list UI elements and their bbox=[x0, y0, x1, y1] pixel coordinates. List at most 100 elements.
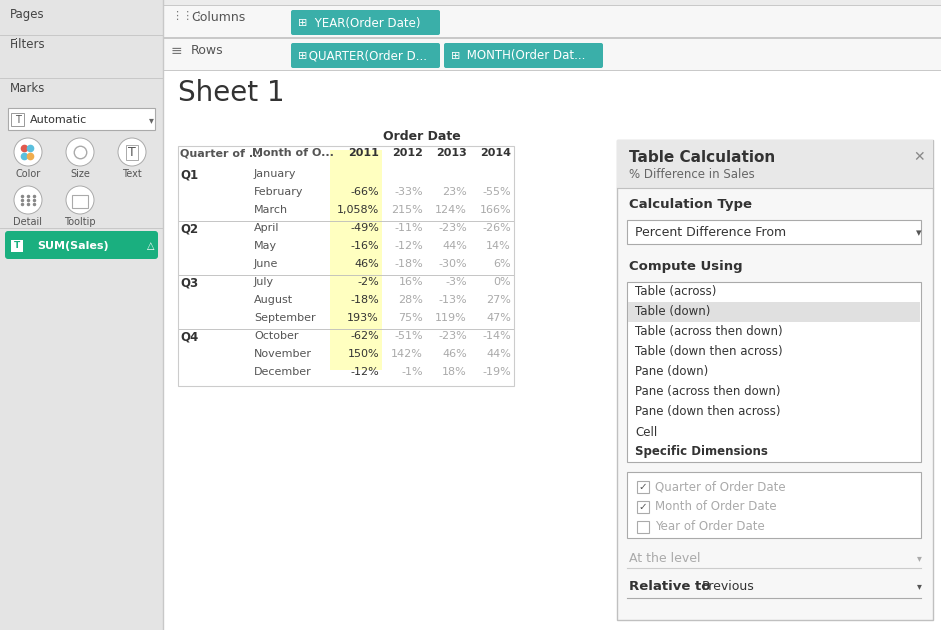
Bar bbox=[163, 38, 941, 70]
Text: -30%: -30% bbox=[439, 259, 467, 269]
Text: -33%: -33% bbox=[394, 187, 423, 197]
Text: Automatic: Automatic bbox=[30, 115, 88, 125]
FancyBboxPatch shape bbox=[444, 43, 603, 68]
Text: 46%: 46% bbox=[442, 349, 467, 359]
Bar bbox=[8, 108, 155, 130]
Text: Pages: Pages bbox=[10, 8, 44, 21]
Text: 16%: 16% bbox=[398, 277, 423, 287]
Text: 23%: 23% bbox=[442, 187, 467, 197]
Text: QUARTER(Order D...: QUARTER(Order D... bbox=[305, 50, 427, 62]
Text: -23%: -23% bbox=[439, 223, 467, 233]
Bar bbox=[163, 71, 941, 630]
Circle shape bbox=[66, 186, 94, 214]
Text: -62%: -62% bbox=[350, 331, 379, 341]
Text: December: December bbox=[254, 367, 311, 377]
Text: ✓: ✓ bbox=[639, 482, 647, 492]
Text: Specific Dimensions: Specific Dimensions bbox=[635, 445, 768, 459]
Text: Color: Color bbox=[15, 169, 40, 179]
Bar bbox=[330, 150, 382, 370]
Text: 28%: 28% bbox=[398, 295, 423, 305]
Text: 124%: 124% bbox=[435, 205, 467, 215]
Text: Pane (down then across): Pane (down then across) bbox=[635, 406, 780, 418]
Text: Detail: Detail bbox=[13, 217, 42, 227]
Text: 75%: 75% bbox=[398, 313, 423, 323]
Text: 47%: 47% bbox=[486, 313, 511, 323]
Text: Size: Size bbox=[70, 169, 90, 179]
Text: 2013: 2013 bbox=[437, 148, 467, 158]
Text: Month of O...: Month of O... bbox=[252, 148, 334, 158]
Text: Calculation Type: Calculation Type bbox=[629, 198, 752, 211]
Text: -1%: -1% bbox=[402, 367, 423, 377]
Text: Q2: Q2 bbox=[180, 223, 199, 236]
Text: Tooltip: Tooltip bbox=[64, 217, 96, 227]
Text: June: June bbox=[254, 259, 279, 269]
Text: Pane (across then down): Pane (across then down) bbox=[635, 386, 780, 399]
Text: ⊞: ⊞ bbox=[298, 51, 308, 61]
Text: -23%: -23% bbox=[439, 331, 467, 341]
Text: 2014: 2014 bbox=[480, 148, 511, 158]
Text: Quarter of ...: Quarter of ... bbox=[180, 148, 262, 158]
Text: △: △ bbox=[147, 241, 154, 251]
Text: 27%: 27% bbox=[486, 295, 511, 305]
Text: August: August bbox=[254, 295, 294, 305]
Text: ⋮⋮⋮: ⋮⋮⋮ bbox=[171, 11, 204, 21]
Text: Q4: Q4 bbox=[180, 331, 199, 344]
Bar bbox=[163, 5, 941, 37]
Circle shape bbox=[14, 186, 42, 214]
Text: Rows: Rows bbox=[191, 44, 224, 57]
Bar bbox=[11, 240, 23, 252]
Bar bbox=[0, 0, 163, 630]
Bar bbox=[627, 282, 921, 462]
Text: T: T bbox=[14, 241, 20, 251]
Text: -26%: -26% bbox=[482, 223, 511, 233]
Text: -51%: -51% bbox=[394, 331, 423, 341]
Text: -13%: -13% bbox=[439, 295, 467, 305]
Text: July: July bbox=[254, 277, 274, 287]
Text: September: September bbox=[254, 313, 315, 323]
Text: ⊞: ⊞ bbox=[298, 18, 308, 28]
Bar bbox=[617, 140, 933, 620]
Text: Table Calculation: Table Calculation bbox=[629, 150, 775, 165]
Text: ✕: ✕ bbox=[913, 150, 925, 164]
Text: -49%: -49% bbox=[350, 223, 379, 233]
Bar bbox=[637, 501, 649, 513]
Text: 119%: 119% bbox=[436, 313, 467, 323]
Text: Year of Order Date: Year of Order Date bbox=[655, 520, 765, 534]
Text: -66%: -66% bbox=[350, 187, 379, 197]
Text: Sheet 1: Sheet 1 bbox=[178, 79, 284, 107]
Text: Table (down): Table (down) bbox=[635, 306, 710, 319]
Text: 166%: 166% bbox=[479, 205, 511, 215]
Text: 142%: 142% bbox=[391, 349, 423, 359]
Text: Cell: Cell bbox=[635, 425, 657, 438]
Text: Table (across then down): Table (across then down) bbox=[635, 326, 783, 338]
Text: Pane (down): Pane (down) bbox=[635, 365, 709, 379]
Bar bbox=[627, 472, 921, 538]
Text: 2011: 2011 bbox=[348, 148, 379, 158]
Text: Q1: Q1 bbox=[180, 169, 199, 182]
Bar bbox=[628, 302, 920, 322]
Text: 46%: 46% bbox=[354, 259, 379, 269]
Text: November: November bbox=[254, 349, 312, 359]
Text: Table (across): Table (across) bbox=[635, 285, 716, 299]
Bar bbox=[178, 146, 514, 386]
Text: Previous: Previous bbox=[702, 580, 755, 592]
Text: 150%: 150% bbox=[347, 349, 379, 359]
Text: 1,058%: 1,058% bbox=[337, 205, 379, 215]
Text: Compute Using: Compute Using bbox=[629, 260, 742, 273]
Text: 215%: 215% bbox=[391, 205, 423, 215]
Text: 193%: 193% bbox=[347, 313, 379, 323]
Bar bbox=[637, 481, 649, 493]
Text: T: T bbox=[14, 115, 21, 125]
Text: % Difference in Sales: % Difference in Sales bbox=[629, 168, 755, 181]
Text: May: May bbox=[254, 241, 278, 251]
Text: January: January bbox=[254, 169, 296, 179]
Bar bbox=[11, 113, 24, 126]
Text: ▾: ▾ bbox=[917, 228, 922, 238]
Text: Q3: Q3 bbox=[180, 277, 199, 290]
Text: -11%: -11% bbox=[394, 223, 423, 233]
Text: SUM(Sales): SUM(Sales) bbox=[38, 241, 109, 251]
Text: Text: Text bbox=[122, 169, 142, 179]
Circle shape bbox=[118, 138, 146, 166]
Text: -14%: -14% bbox=[482, 331, 511, 341]
Text: Marks: Marks bbox=[10, 82, 45, 95]
